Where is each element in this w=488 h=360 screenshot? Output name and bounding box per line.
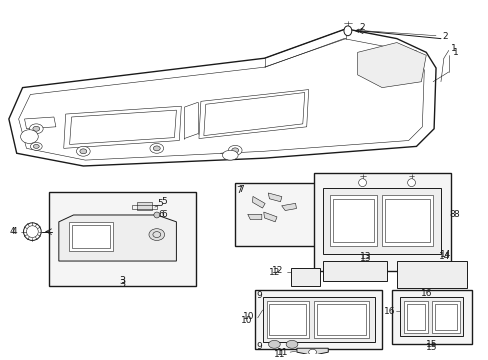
Text: 13: 13 xyxy=(359,252,370,261)
Ellipse shape xyxy=(150,143,163,153)
Ellipse shape xyxy=(222,150,238,160)
Bar xyxy=(49,193,196,285)
Ellipse shape xyxy=(285,341,297,348)
Polygon shape xyxy=(63,106,181,148)
Text: 8: 8 xyxy=(453,211,459,220)
Text: 4: 4 xyxy=(12,227,18,236)
Polygon shape xyxy=(252,197,264,208)
Text: 9: 9 xyxy=(256,291,262,300)
Polygon shape xyxy=(247,214,261,220)
Text: 7: 7 xyxy=(238,185,244,194)
Text: 11: 11 xyxy=(273,350,285,359)
Ellipse shape xyxy=(76,147,90,156)
Text: 1: 1 xyxy=(450,44,456,53)
Ellipse shape xyxy=(80,149,86,154)
Ellipse shape xyxy=(231,148,238,153)
Text: 1: 1 xyxy=(452,48,458,57)
Text: 10: 10 xyxy=(243,312,254,321)
Polygon shape xyxy=(403,301,427,333)
Polygon shape xyxy=(199,90,308,139)
Text: 5: 5 xyxy=(162,197,167,206)
Ellipse shape xyxy=(149,229,164,240)
Text: 4: 4 xyxy=(10,227,16,236)
Text: 14: 14 xyxy=(438,252,449,261)
Bar xyxy=(391,291,471,344)
Ellipse shape xyxy=(33,144,39,148)
Polygon shape xyxy=(281,203,296,211)
Ellipse shape xyxy=(343,26,351,36)
Bar xyxy=(290,268,320,285)
Ellipse shape xyxy=(154,212,160,218)
Text: 13: 13 xyxy=(359,253,370,262)
Polygon shape xyxy=(357,42,426,87)
Text: 8: 8 xyxy=(449,211,455,220)
Ellipse shape xyxy=(26,226,38,238)
Polygon shape xyxy=(68,222,113,251)
Text: 7: 7 xyxy=(236,186,242,195)
Polygon shape xyxy=(399,297,463,337)
Text: 6: 6 xyxy=(159,211,164,220)
Ellipse shape xyxy=(358,179,366,186)
Bar xyxy=(313,173,450,271)
Polygon shape xyxy=(137,202,152,210)
Text: 5: 5 xyxy=(157,199,163,208)
Text: 16: 16 xyxy=(384,306,395,315)
Text: 15: 15 xyxy=(426,340,437,349)
Polygon shape xyxy=(268,193,281,202)
Polygon shape xyxy=(262,297,374,342)
Polygon shape xyxy=(323,261,386,281)
Ellipse shape xyxy=(407,179,415,186)
Text: 2: 2 xyxy=(441,32,447,41)
Text: 10: 10 xyxy=(241,316,252,325)
Polygon shape xyxy=(59,215,176,261)
Text: 12: 12 xyxy=(271,266,283,275)
Ellipse shape xyxy=(30,143,42,150)
Text: 16: 16 xyxy=(420,289,431,298)
Polygon shape xyxy=(323,188,440,254)
Ellipse shape xyxy=(228,145,242,155)
Bar xyxy=(396,261,467,288)
Text: 9: 9 xyxy=(256,342,262,351)
Text: 3: 3 xyxy=(119,279,125,289)
Bar xyxy=(254,291,382,349)
Text: 2: 2 xyxy=(359,23,365,32)
Ellipse shape xyxy=(268,341,280,348)
Text: 14: 14 xyxy=(439,250,450,259)
Polygon shape xyxy=(296,348,327,359)
Polygon shape xyxy=(329,195,376,246)
Text: 3: 3 xyxy=(119,276,125,285)
Polygon shape xyxy=(382,195,432,246)
Text: 11: 11 xyxy=(276,348,287,357)
Polygon shape xyxy=(263,212,276,222)
Polygon shape xyxy=(266,301,308,338)
Polygon shape xyxy=(313,301,368,338)
Bar xyxy=(235,183,327,246)
Polygon shape xyxy=(431,301,459,333)
Ellipse shape xyxy=(33,126,40,131)
Polygon shape xyxy=(9,29,435,166)
Text: 12: 12 xyxy=(268,268,280,277)
Ellipse shape xyxy=(308,349,316,355)
Text: 15: 15 xyxy=(426,343,437,352)
Ellipse shape xyxy=(23,223,41,240)
Ellipse shape xyxy=(29,124,43,134)
Ellipse shape xyxy=(20,130,38,143)
Text: 6: 6 xyxy=(162,211,167,220)
Ellipse shape xyxy=(153,146,160,151)
